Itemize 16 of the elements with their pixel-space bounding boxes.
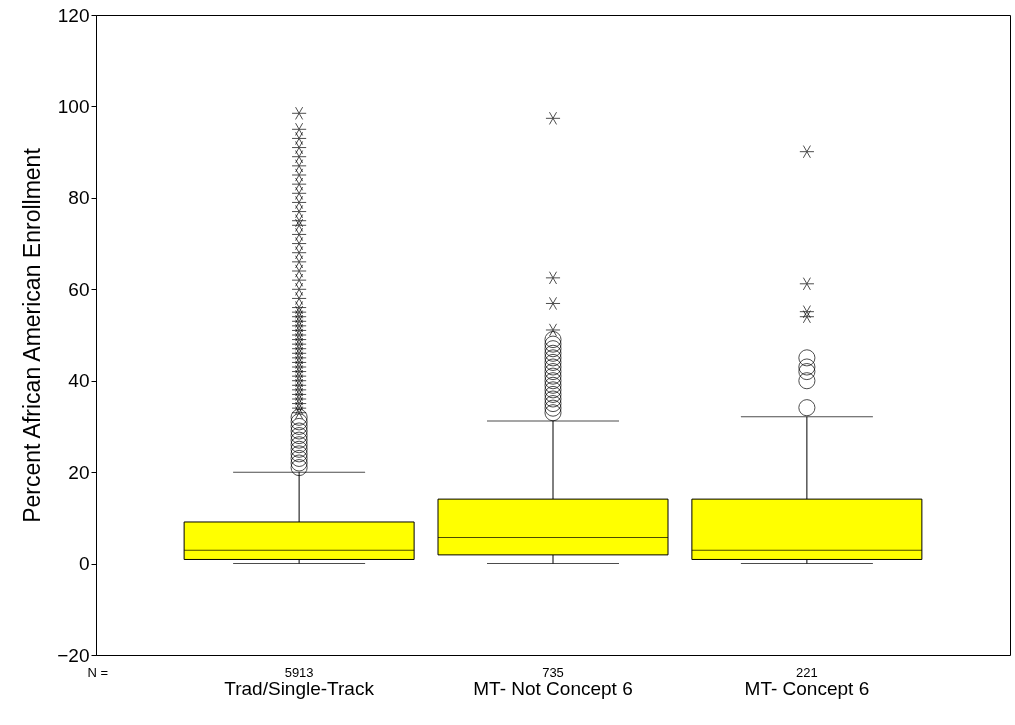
x-tick-label: Trad/Single-Track (224, 677, 375, 699)
y-tick-label: −20 (57, 644, 90, 666)
text: N = (87, 665, 108, 680)
x-tick-label: MT- Not Concept 6 (473, 677, 633, 699)
y-tick-label: 60 (68, 278, 90, 300)
y-axis-title: Percent African American Enrollment (19, 147, 46, 523)
text: 5913 (284, 665, 314, 680)
y-tick-label: 120 (57, 4, 90, 26)
y-tick-label: 80 (68, 187, 90, 209)
y-tick-label: 100 (57, 95, 90, 117)
x-tick-label: MT- Concept 6 (744, 677, 870, 699)
text: 735 (542, 665, 564, 680)
y-tick-label: 0 (78, 553, 90, 575)
y-tick-label: 20 (68, 461, 90, 483)
y-tick-label: 40 (68, 370, 90, 392)
text: 221 (796, 665, 818, 680)
